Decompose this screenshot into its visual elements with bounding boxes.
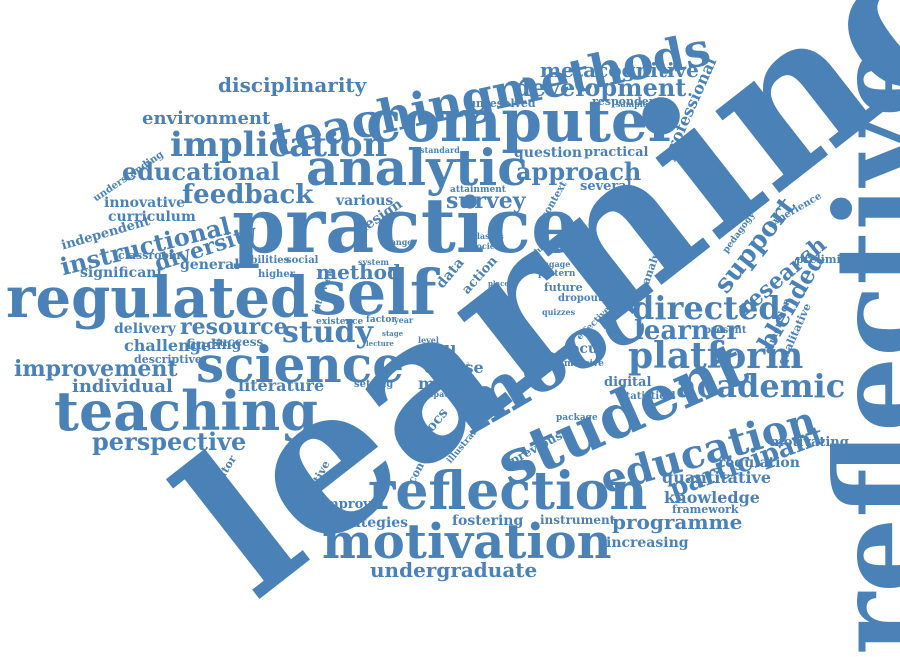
word-quizzes: quizzes [542, 307, 576, 317]
word-engage: engage [538, 259, 571, 269]
word-framework: framework [672, 503, 739, 516]
word-question: question [514, 145, 583, 161]
word-higher: higher [258, 269, 295, 280]
word-resource: resource [180, 314, 288, 340]
word-delivery: delivery [114, 321, 176, 337]
word-setting: setting [354, 379, 394, 390]
word-classes: classes [472, 231, 504, 241]
word-course: course [424, 358, 484, 377]
word-innovative: innovative [104, 195, 186, 211]
word-literature: literature [238, 376, 325, 395]
word-statistical: statistical [620, 391, 676, 402]
word-place: place [488, 279, 509, 288]
word-environment: environment [142, 108, 271, 129]
word-regulated: regulated [6, 265, 310, 331]
word-directed: directed [632, 289, 781, 327]
word-factor: factor [366, 315, 397, 325]
word-respondent: respondent [592, 95, 662, 108]
word-motivating: motivating [770, 435, 849, 450]
word-massive: massive [564, 359, 604, 369]
word-fostering: fostering [452, 513, 524, 529]
word-undergraduate: undergraduate [370, 558, 538, 582]
word-feedback: feedback [182, 180, 314, 210]
word-stage: stage [382, 329, 404, 338]
word-significant: significant [80, 265, 163, 281]
word-motivation: motivation [322, 514, 612, 570]
word-inter: inter [494, 325, 522, 336]
word-abilities: abilities [244, 255, 290, 266]
word-several: several [580, 179, 632, 194]
word-study: study [282, 315, 373, 350]
word-time: time [484, 295, 515, 309]
word-programme: programme [612, 510, 743, 534]
word-system: system [358, 257, 389, 267]
word-general: general [180, 257, 240, 273]
word-quantitative: quantitative [662, 468, 771, 487]
word-self: self [312, 256, 437, 329]
word-pattern: pattern [538, 269, 576, 279]
word-development: development [514, 73, 687, 102]
word-challenge: challenge [124, 336, 212, 355]
word-goal: goal [490, 311, 517, 324]
word-focus: focus [564, 341, 606, 357]
word-preliminary: preliminary [796, 253, 868, 266]
word-knowledge: knowledge [664, 488, 760, 507]
word-survey: survey [446, 188, 526, 214]
word-science: science [196, 335, 405, 394]
word-descriptive: descriptive [134, 353, 202, 366]
word-various: various [336, 193, 394, 209]
word-standard: standard [420, 145, 460, 155]
word-reflection: reflection [368, 461, 648, 522]
word-attainment: attainment [450, 185, 506, 195]
word-method: method [316, 260, 401, 284]
word-practice: practice [232, 181, 580, 270]
word-approach: approach [516, 157, 642, 186]
word-year: year [394, 315, 414, 325]
word-strategies: strategies [330, 515, 409, 531]
word-success: success [212, 335, 264, 349]
word-improve: improve [320, 497, 380, 512]
word-practical: practical [584, 145, 649, 160]
word-educational: educational [122, 157, 280, 186]
word-academic: academic [676, 367, 846, 405]
word-classroom: classroom [118, 249, 181, 262]
word-society: society [472, 241, 504, 251]
word-social: social [286, 255, 319, 266]
word-digital: digital [604, 375, 652, 390]
word-future: future [544, 281, 583, 294]
word-curriculum: curriculum [108, 209, 196, 225]
word-sample: sample [616, 99, 648, 109]
word-learner: learner [634, 316, 741, 346]
word-regulation: regulation [718, 455, 800, 471]
word-individual: individual [72, 376, 173, 397]
word-computer: computer [366, 87, 679, 155]
word-instrument: instrument [540, 513, 616, 527]
word-finding: finding [186, 337, 242, 353]
word-skill: skill [418, 342, 457, 361]
word-increasing: increasing [606, 535, 689, 551]
word-major: major [418, 374, 471, 393]
word-result: result [504, 339, 537, 350]
word-dropout: dropout [558, 293, 603, 304]
word-implication: implication [170, 125, 388, 165]
word-existence: existence [316, 317, 364, 327]
word-perspective: perspective [92, 427, 247, 456]
word-change: change [380, 237, 413, 247]
word-platform: platform [628, 335, 804, 377]
word-present: present [704, 325, 747, 336]
word-improvement: improvement [14, 356, 178, 382]
word-lecture: lecture [366, 339, 394, 348]
word-teaching: teaching [54, 379, 318, 443]
word-analytic: analytic [306, 138, 528, 197]
word-level: level [418, 335, 439, 345]
word-disciplinarity: disciplinarity [218, 73, 367, 97]
word-impact: impact [422, 389, 453, 399]
word-unresolved: unresolved [468, 97, 536, 110]
word-package: package [556, 413, 598, 423]
word-metacognitive: metacognitive [540, 58, 699, 82]
